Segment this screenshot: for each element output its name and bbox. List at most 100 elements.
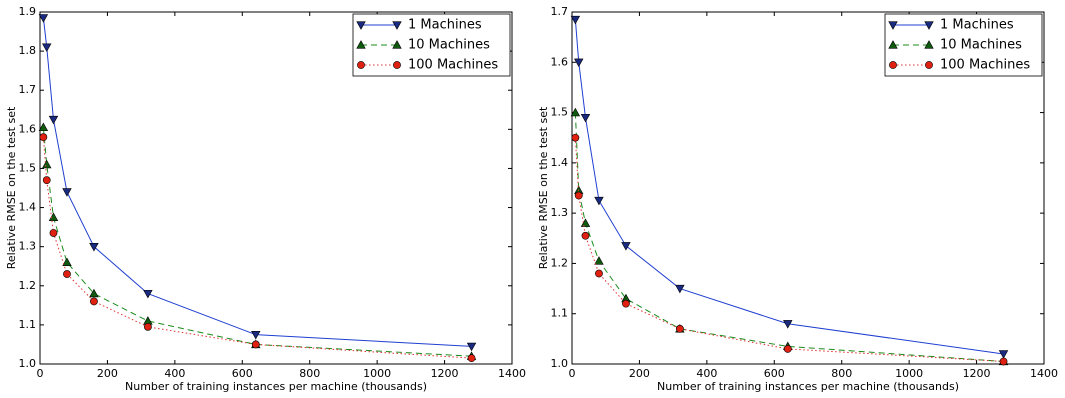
y-tick-label: 1.7 xyxy=(19,83,37,96)
series-line xyxy=(42,127,472,357)
marker xyxy=(251,331,261,340)
chart-panel: 0 200 400 600 800 1000 1200 1400 1.0 1.1 1.2 1.3 1.4… xyxy=(5,5,526,393)
y-tick-label: 1.6 xyxy=(19,122,37,135)
x-tick-label: 400 xyxy=(696,367,717,380)
legend-label: 100 Machines xyxy=(408,58,498,73)
y-tick-label: 1.3 xyxy=(19,240,37,253)
y-tick-label: 1.5 xyxy=(551,106,569,119)
marker xyxy=(89,243,99,252)
y-axis-label: Relative RMSE on the test set xyxy=(537,106,550,269)
legend-label: 100 Machines xyxy=(940,58,1030,73)
legend-label: 10 Machines xyxy=(940,38,1022,53)
chart-panel: 0 200 400 600 800 1000 1200 1400 1.0 1.1 1.2 1.3 1.4… xyxy=(537,5,1058,393)
y-tick-label: 1.1 xyxy=(19,318,37,331)
marker xyxy=(38,122,49,132)
x-tick-label: 1400 xyxy=(1030,367,1058,380)
marker xyxy=(42,43,52,53)
x-tick-label: 1000 xyxy=(363,367,391,380)
x-tick-label: 200 xyxy=(629,367,650,380)
x-tick-label: 0 xyxy=(569,367,576,380)
marker xyxy=(356,40,366,49)
x-axis-label: Number of training instances per machine… xyxy=(125,380,427,393)
x-tick-label: 800 xyxy=(299,367,320,380)
x-tick-label: 600 xyxy=(764,367,785,380)
x-tick-label: 1400 xyxy=(498,367,526,380)
marker xyxy=(466,342,477,352)
marker xyxy=(357,61,365,69)
marker xyxy=(783,345,792,353)
marker xyxy=(356,21,366,30)
y-tick-label: 1.5 xyxy=(19,161,37,174)
marker xyxy=(888,21,898,30)
y-tick-label: 1.7 xyxy=(551,5,569,18)
y-tick-label: 1.3 xyxy=(551,206,569,219)
y-tick-label: 1.1 xyxy=(551,307,569,320)
marker xyxy=(924,40,934,49)
y-tick-label: 1.2 xyxy=(19,279,37,292)
x-tick-label: 400 xyxy=(164,367,185,380)
marker xyxy=(570,107,581,117)
marker xyxy=(998,350,1009,359)
legend-box xyxy=(352,13,511,77)
marker xyxy=(783,320,793,329)
marker xyxy=(570,15,581,25)
y-tick-label: 1.6 xyxy=(551,55,569,68)
series-line xyxy=(42,17,472,347)
series-line xyxy=(574,19,1004,355)
legend: 1 Machines 10 Machines 100 Machines xyxy=(352,13,511,77)
marker xyxy=(580,113,591,123)
marker xyxy=(251,340,260,349)
marker xyxy=(580,218,591,227)
legend-label: 1 Machines xyxy=(408,18,482,33)
legend: 1 Machines 10 Machines 100 Machines xyxy=(884,13,1043,77)
marker xyxy=(90,297,98,306)
y-tick-label: 1.8 xyxy=(19,44,37,57)
marker xyxy=(581,231,590,240)
marker xyxy=(49,229,58,237)
marker xyxy=(42,159,52,169)
marker xyxy=(393,61,401,69)
y-tick-label: 1.0 xyxy=(19,357,37,370)
y-tick-label: 1.4 xyxy=(551,156,569,169)
marker xyxy=(571,133,580,142)
marker xyxy=(39,133,48,142)
marker xyxy=(392,21,402,30)
x-tick-label: 600 xyxy=(232,367,253,380)
x-tick-label: 800 xyxy=(831,367,852,380)
marker xyxy=(89,288,99,298)
marker xyxy=(63,270,71,278)
marker xyxy=(574,58,584,68)
legend-label: 1 Machines xyxy=(940,18,1014,33)
marker xyxy=(675,284,685,294)
series-line xyxy=(42,137,472,359)
marker xyxy=(42,176,51,185)
marker xyxy=(595,269,603,278)
marker xyxy=(889,61,897,69)
y-tick-label: 1.4 xyxy=(19,201,37,214)
marker xyxy=(621,242,631,251)
legend-label: 10 Machines xyxy=(408,38,490,53)
x-tick-label: 1000 xyxy=(895,367,923,380)
series-line xyxy=(574,137,1004,362)
marker xyxy=(143,322,152,331)
marker xyxy=(594,196,604,206)
marker xyxy=(143,289,153,299)
x-tick-label: 1200 xyxy=(963,367,991,380)
marker xyxy=(594,256,604,265)
marker xyxy=(675,324,684,333)
marker xyxy=(392,40,402,49)
marker xyxy=(62,257,72,266)
y-axis-label: Relative RMSE on the test set xyxy=(5,106,18,269)
y-tick-label: 1.0 xyxy=(551,357,569,370)
x-tick-label: 0 xyxy=(37,367,44,380)
marker xyxy=(924,21,934,30)
x-tick-label: 1200 xyxy=(431,367,459,380)
marker xyxy=(38,14,49,23)
y-tick-label: 1.2 xyxy=(551,256,569,269)
marker xyxy=(467,354,476,363)
x-axis-label: Number of training instances per machine… xyxy=(657,380,959,393)
marker xyxy=(48,115,59,125)
marker xyxy=(574,191,583,200)
legend-box xyxy=(884,13,1043,77)
